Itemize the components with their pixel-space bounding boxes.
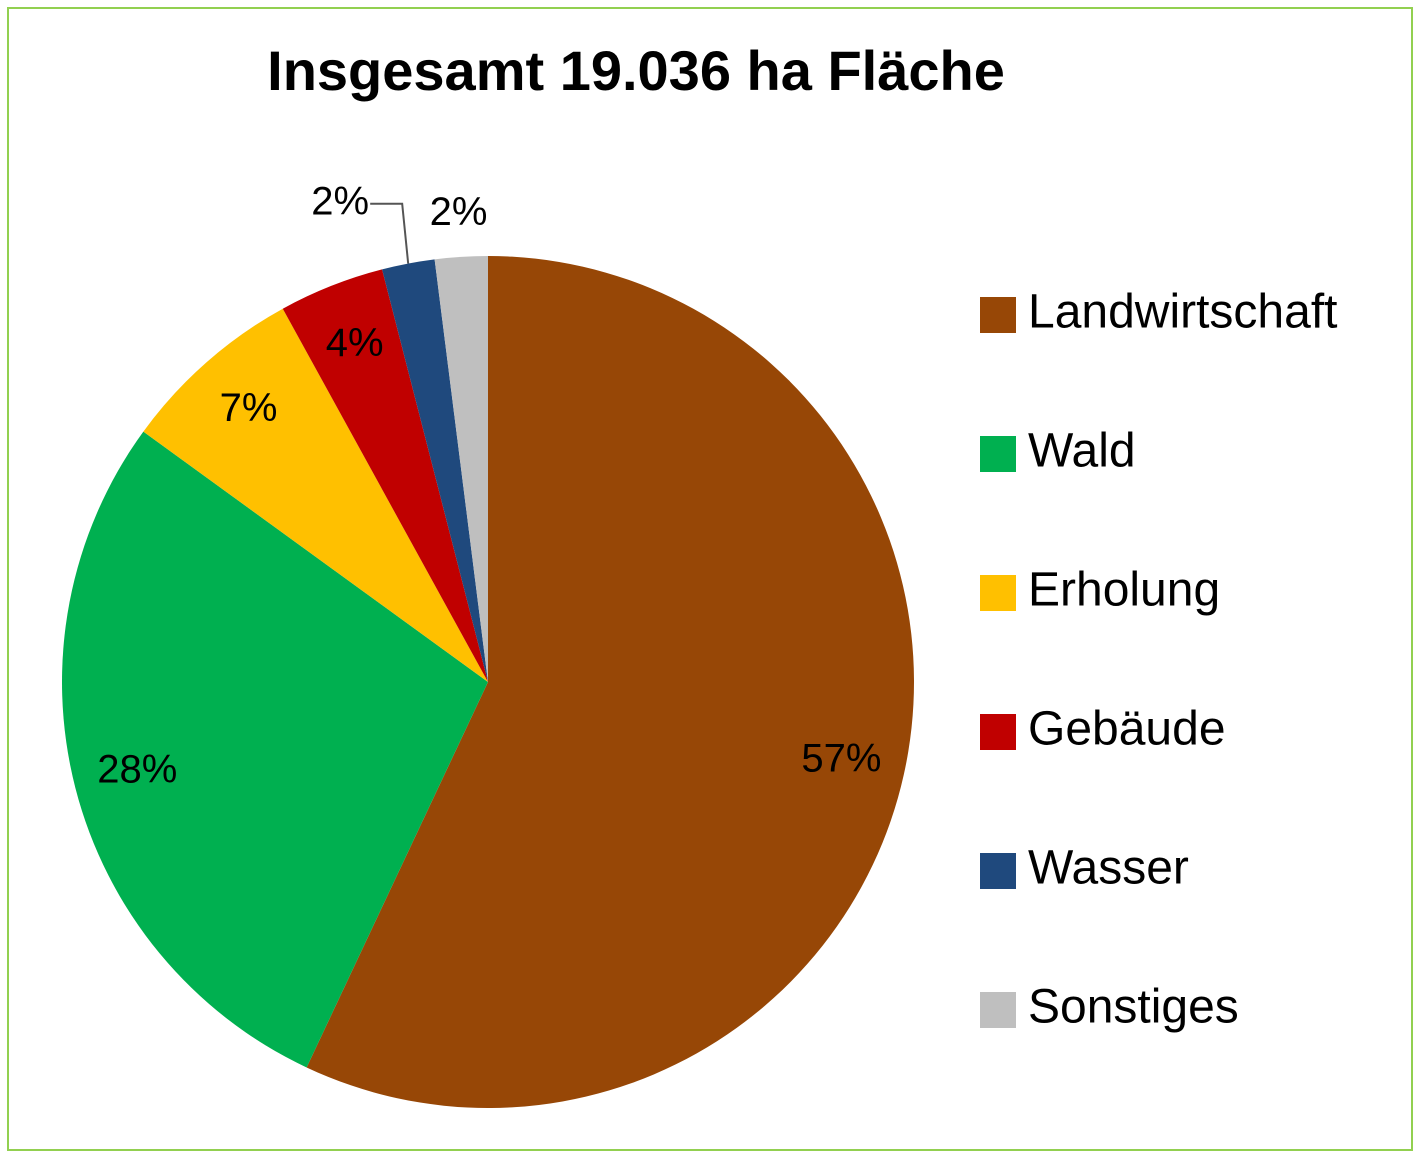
legend-swatch xyxy=(980,853,1016,889)
pie-slice xyxy=(306,256,915,1108)
data-label: 4% xyxy=(326,321,384,365)
pie-slice xyxy=(61,431,489,1068)
legend-label: Sonstiges xyxy=(1028,981,1239,1034)
legend-swatch xyxy=(980,575,1016,611)
legend-label: Erholung xyxy=(1028,564,1220,617)
data-label: 57% xyxy=(801,737,881,781)
legend-label: Gebäude xyxy=(1028,703,1226,756)
data-label: 7% xyxy=(220,386,278,430)
pie-slice xyxy=(143,308,488,682)
data-label: 28% xyxy=(97,748,177,792)
data-label: 2% xyxy=(430,190,488,234)
pie-slice xyxy=(434,256,488,682)
chart-title: Insgesamt 19.036 ha Fläche xyxy=(267,39,1005,102)
pie-slice xyxy=(282,269,488,682)
legend-swatch xyxy=(980,714,1016,750)
legend-swatch xyxy=(980,992,1016,1028)
data-label: 2% xyxy=(311,179,369,223)
pie-slice xyxy=(382,259,488,682)
legend-label: Wald xyxy=(1028,425,1136,478)
leader-line xyxy=(370,202,410,264)
legend-swatch xyxy=(980,436,1016,472)
legend-swatch xyxy=(980,297,1016,333)
legend-label: Wasser xyxy=(1028,842,1189,895)
legend-label: Landwirtschaft xyxy=(1028,286,1338,339)
